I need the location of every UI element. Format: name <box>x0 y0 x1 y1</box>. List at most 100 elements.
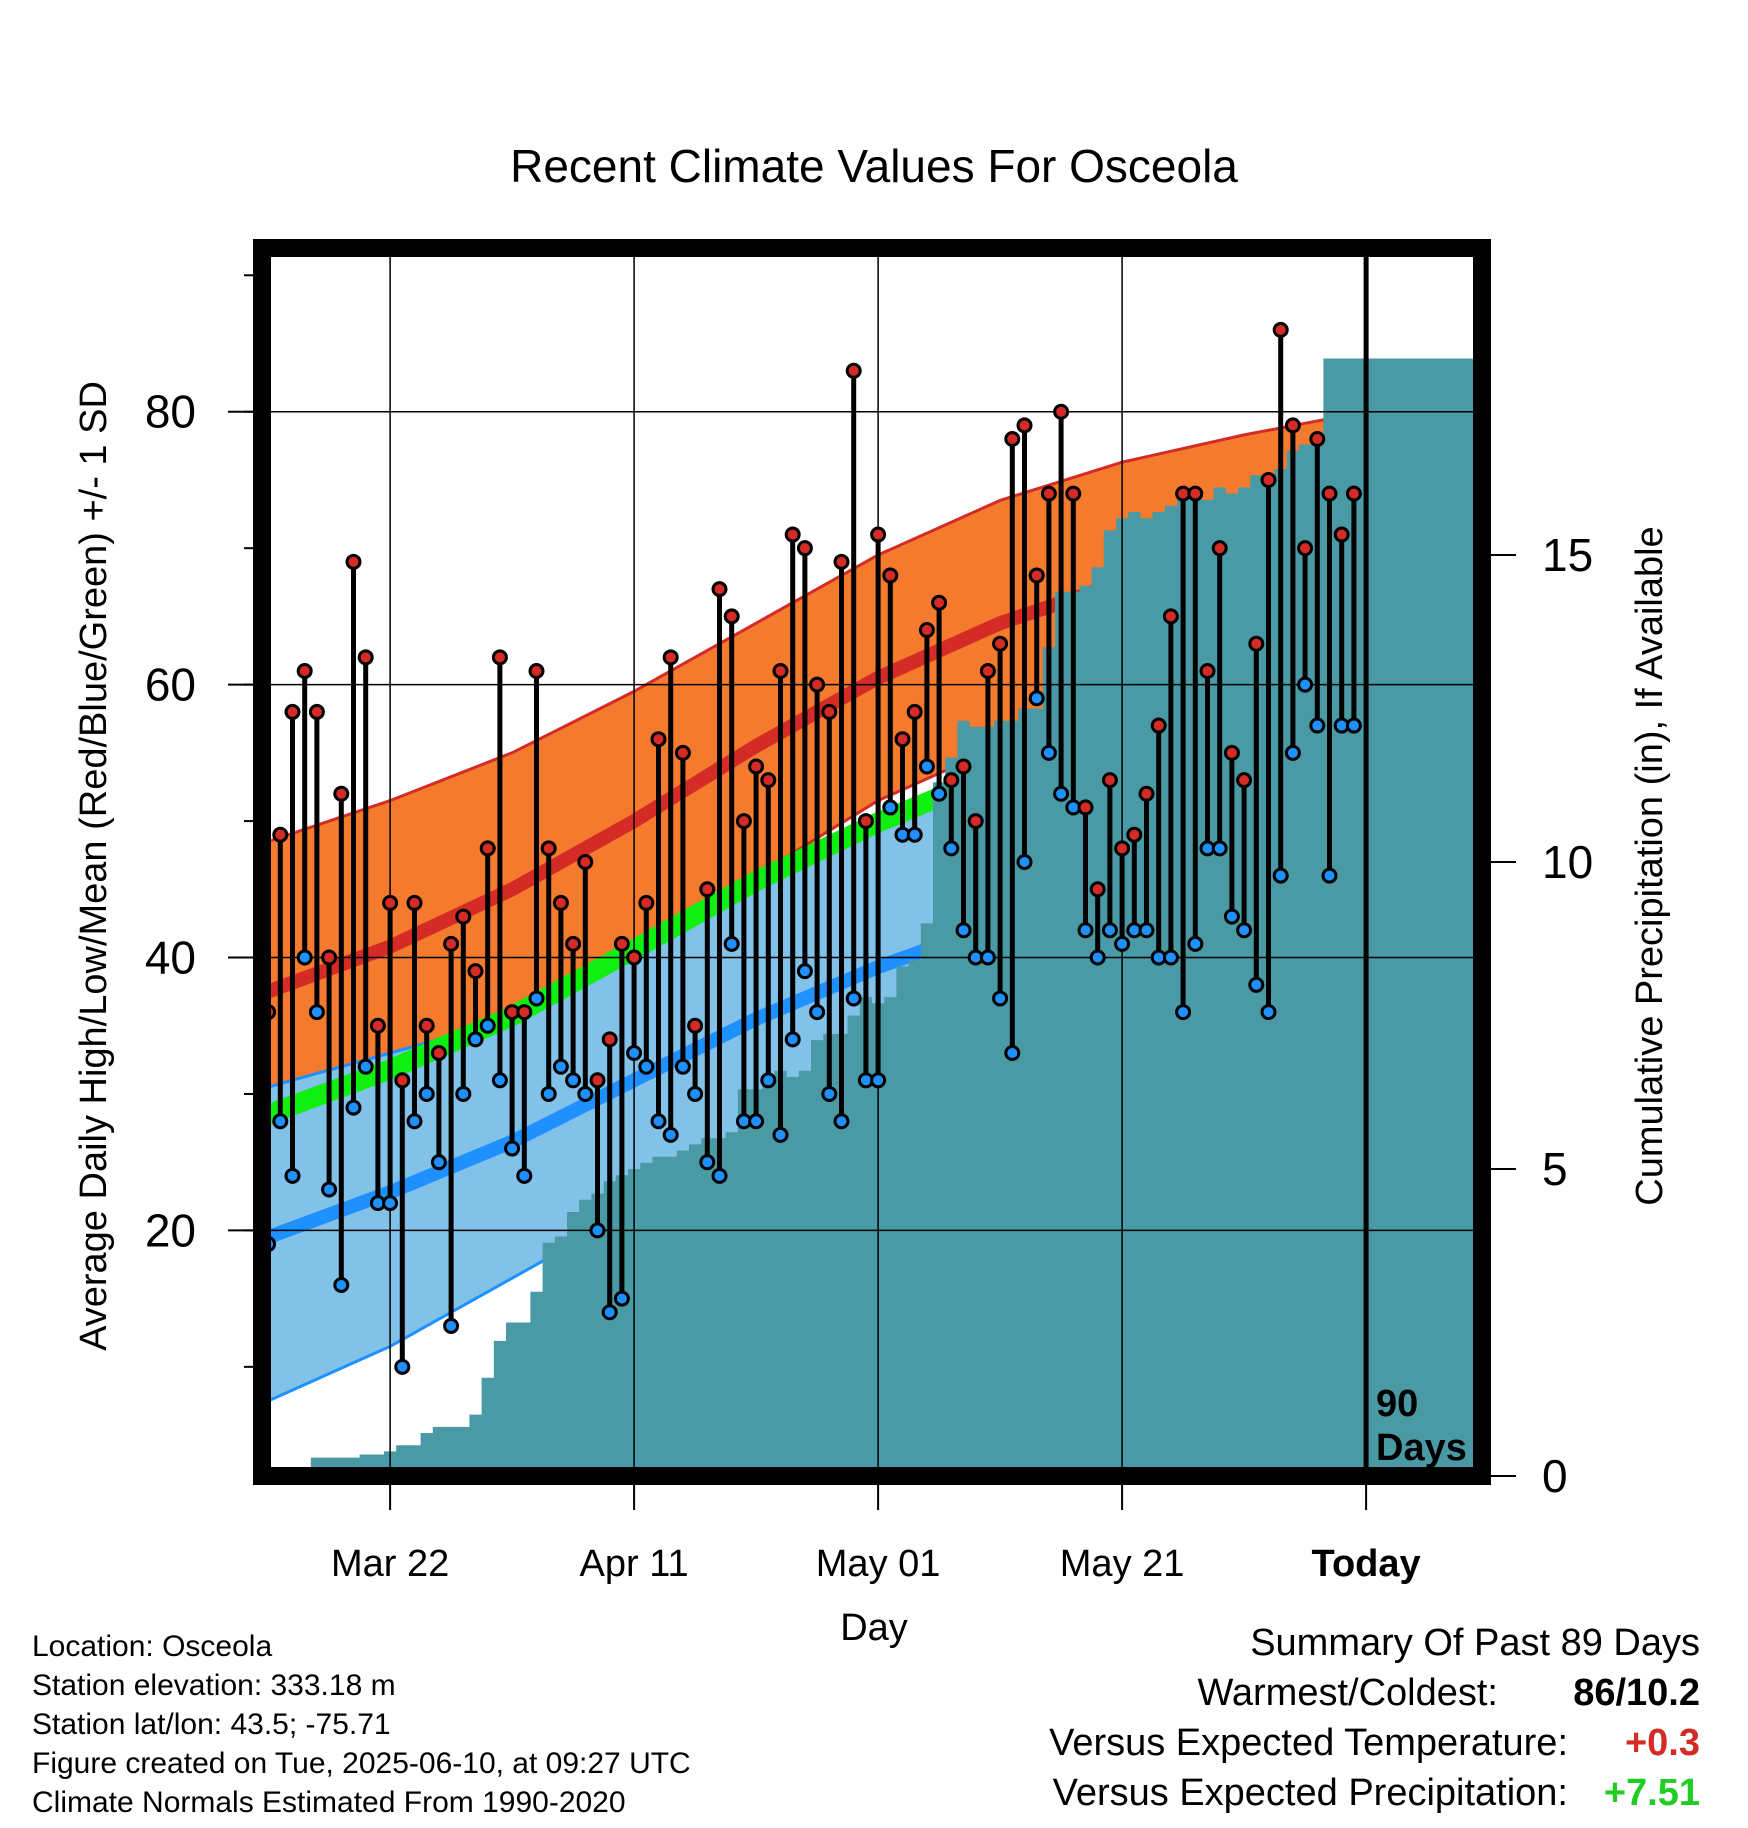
daily-high-point <box>467 963 484 980</box>
daily-high-point <box>796 540 813 557</box>
daily-low-point <box>1309 717 1326 734</box>
plot-frame <box>253 239 1491 1485</box>
daily-low-point <box>345 1099 362 1116</box>
daily-low-point <box>589 1222 606 1239</box>
location-text: Location: Osceola <box>32 1630 273 1663</box>
daily-high-point <box>1236 772 1253 789</box>
daily-high-point <box>1053 403 1070 420</box>
daily-high-point <box>1028 567 1045 584</box>
y-tick-label: 40 <box>145 932 196 984</box>
daily-low-point <box>443 1317 460 1334</box>
daily-high-point <box>601 1031 618 1048</box>
daily-high-point <box>772 662 789 679</box>
daily-high-point <box>699 881 716 898</box>
daily-high-point <box>1321 485 1338 502</box>
daily-high-point <box>1272 321 1289 338</box>
y2-axis-label: Cumulative Precipitation (in), If Availa… <box>1629 526 1671 1205</box>
daily-low-point <box>479 1017 496 1034</box>
daily-low-point <box>1016 854 1033 870</box>
daily-high-point <box>1211 540 1228 557</box>
daily-high-point <box>1333 526 1350 543</box>
daily-high-point <box>577 854 594 870</box>
daily-low-point <box>918 758 935 775</box>
daily-high-point <box>662 649 679 666</box>
daily-high-point <box>1248 635 1265 652</box>
daily-low-point <box>333 1276 350 1293</box>
daily-low-point <box>552 1058 569 1075</box>
daily-high-point <box>443 935 460 952</box>
daily-high-point <box>931 594 948 611</box>
daily-low-point <box>748 1113 765 1130</box>
daily-high-point <box>345 553 362 570</box>
today-label-line2: Days <box>1376 1427 1467 1469</box>
precip-anomaly-value: +7.51 <box>1603 1772 1700 1814</box>
chart-title: Recent Climate Values For Osceola <box>510 140 1238 192</box>
axes: 20 40 60 80 0 5 10 15 Mar 22 Apr 11 May 01 May 21 To… <box>145 274 1593 1585</box>
daily-low-point <box>1004 1045 1021 1062</box>
daily-high-point <box>723 608 740 625</box>
created-text: Figure created on Tue, 2025-06-10, at 09… <box>32 1747 691 1780</box>
daily-low-point <box>772 1126 789 1143</box>
daily-observations <box>262 321 1362 1375</box>
x-axis-label: Day <box>840 1607 908 1649</box>
daily-high-point <box>870 526 887 543</box>
daily-low-point <box>321 1181 338 1198</box>
daily-low-point <box>809 1004 826 1021</box>
temp-anomaly-label: Versus Expected Temperature: <box>1049 1722 1568 1764</box>
daily-high-point <box>565 935 582 952</box>
warmest-value: 86/10.2 <box>1573 1672 1700 1714</box>
y-tick-label: 20 <box>145 1204 196 1256</box>
daily-high-point <box>382 894 399 911</box>
daily-low-point <box>955 922 972 939</box>
daily-high-point <box>1114 840 1131 857</box>
y2-tick-label: 15 <box>1542 529 1593 581</box>
daily-high-point <box>430 1045 447 1062</box>
y-tick-label: 80 <box>145 386 196 438</box>
daily-high-point <box>455 908 472 925</box>
daily-high-point <box>552 894 569 911</box>
daily-high-point <box>845 362 862 379</box>
daily-high-point <box>406 894 423 911</box>
daily-low-point <box>723 935 740 952</box>
daily-high-point <box>626 949 643 966</box>
daily-low-point <box>1028 690 1045 707</box>
daily-high-point <box>967 813 984 830</box>
daily-high-point <box>1065 485 1082 502</box>
warmest-label: Warmest/Coldest: <box>1197 1672 1498 1714</box>
daily-low-point <box>1187 935 1204 952</box>
daily-low-point <box>406 1113 423 1130</box>
daily-low-point <box>284 1167 301 1184</box>
daily-high-point <box>479 840 496 857</box>
daily-high-point <box>638 894 655 911</box>
daily-low-point <box>662 1126 679 1143</box>
daily-low-point <box>992 990 1009 1007</box>
elevation-text: Station elevation: 333.18 m <box>32 1669 396 1702</box>
daily-low-point <box>1077 922 1094 939</box>
daily-low-point <box>1272 867 1289 884</box>
today-label-line1: 90 <box>1376 1383 1418 1425</box>
daily-high-point <box>894 731 911 748</box>
daily-low-point <box>1053 785 1070 802</box>
daily-high-point <box>516 1004 533 1021</box>
daily-high-point <box>943 772 960 789</box>
daily-low-point <box>870 1072 887 1089</box>
temp-anomaly-value: +0.3 <box>1624 1722 1700 1764</box>
x-tick-label: Today <box>1312 1543 1421 1585</box>
daily-high-point <box>1004 431 1021 448</box>
daily-low-point <box>1345 717 1362 734</box>
daily-low-point <box>528 990 545 1007</box>
daily-high-point <box>687 1017 704 1034</box>
daily-high-point <box>272 826 289 843</box>
daily-low-point <box>1248 976 1265 993</box>
daily-low-point <box>906 826 923 843</box>
daily-high-point <box>906 703 923 720</box>
daily-high-point <box>357 649 374 666</box>
daily-high-point <box>589 1072 606 1089</box>
daily-high-point <box>674 744 691 761</box>
y-axis-label: Average Daily High/Low/Mean (Red/Blue/Gr… <box>73 381 115 1351</box>
daily-low-point <box>455 1085 472 1102</box>
daily-high-point <box>1284 417 1301 434</box>
daily-high-point <box>540 840 557 857</box>
daily-high-point <box>1126 826 1143 843</box>
daily-high-point <box>1138 785 1155 802</box>
